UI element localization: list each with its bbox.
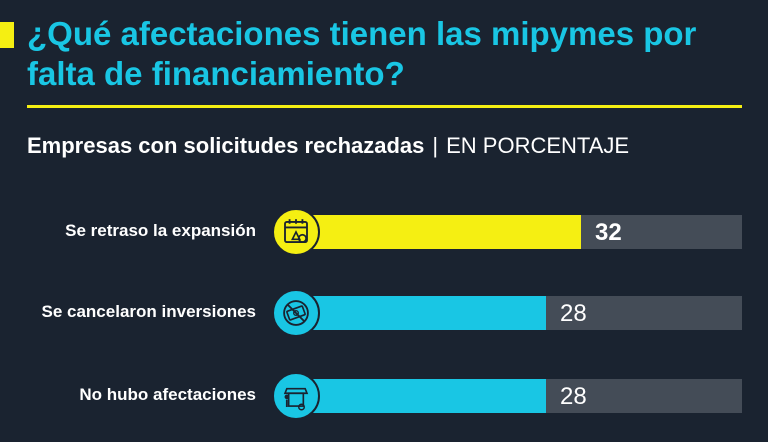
title-accent-block	[0, 22, 14, 48]
bar-track: 28	[296, 296, 742, 330]
bar-label: Se cancelaron inversiones	[41, 302, 257, 321]
row-expansion: Se retraso la expansión 32	[0, 208, 768, 256]
subtitle-separator: |	[432, 133, 439, 158]
chart-subtitle: Empresas con solicitudes rechazadas | EN P…	[27, 133, 629, 159]
shop-person-icon	[272, 372, 320, 420]
page-title: ¿Qué afectaciones tienen las mipymes por…	[27, 15, 697, 92]
bar-value-label: 32	[595, 219, 622, 246]
bar-value-label: 28	[560, 383, 587, 410]
bar-track: 28	[296, 379, 742, 413]
title-divider	[27, 105, 742, 108]
row-cancelled-investments: Se cancelaron inversiones 28	[0, 289, 768, 337]
bar-track: 32	[296, 215, 742, 249]
bar-value-label: 28	[560, 300, 587, 327]
bar-label: No hubo afectaciones	[79, 385, 256, 404]
no-money-icon	[272, 289, 320, 337]
bar	[296, 296, 546, 330]
subtitle-unit: EN PORCENTAJE	[446, 133, 630, 158]
bar	[296, 379, 546, 413]
calendar-alert-icon	[272, 208, 320, 256]
bar	[296, 215, 581, 249]
row-no-effects: No hubo afectaciones 28	[0, 372, 768, 420]
bar-label: Se retraso la expansión	[65, 221, 256, 240]
subtitle-main: Empresas con solicitudes rechazadas	[27, 133, 425, 158]
